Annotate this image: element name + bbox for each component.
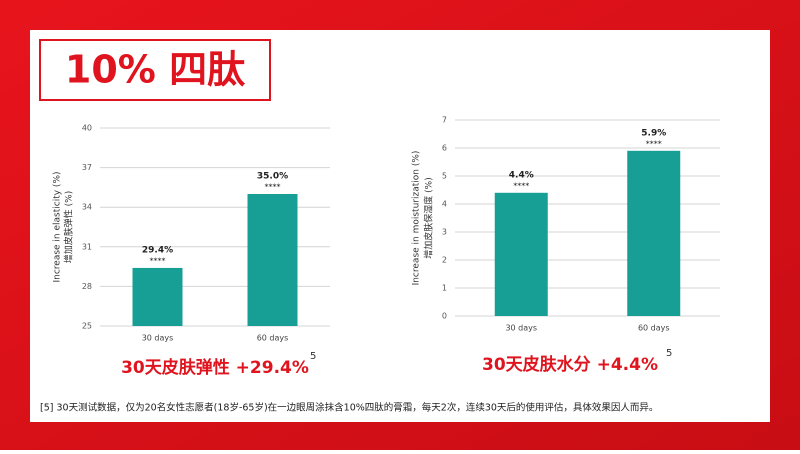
value-label: 29.4% bbox=[142, 245, 173, 255]
y-tick-label: 1 bbox=[442, 284, 447, 293]
x-tick-label: 60 days bbox=[257, 334, 289, 343]
y-tick-label: 25 bbox=[82, 322, 92, 331]
caption-ref: 5 bbox=[310, 351, 316, 362]
title-box bbox=[39, 39, 271, 101]
y-tick-label: 2 bbox=[442, 256, 447, 265]
bar bbox=[132, 267, 183, 326]
title: 10% 四肽 bbox=[65, 48, 245, 92]
y-tick-label: 28 bbox=[82, 282, 92, 291]
caption: 30天皮肤弹性 +29.4% bbox=[121, 357, 309, 378]
significance: **** bbox=[265, 183, 281, 192]
footnote: [5] 30天测试数据，仅为20名女性志愿者(18岁-65岁)在一边眼周涂抹含1… bbox=[40, 402, 658, 414]
y-tick-label: 31 bbox=[82, 242, 92, 251]
value-label: 35.0% bbox=[257, 172, 288, 182]
caption: 30天皮肤水分 +4.4% bbox=[482, 354, 658, 375]
y-axis-title: Increase in elasticity (%) bbox=[53, 171, 63, 282]
y-tick-label: 40 bbox=[82, 124, 92, 133]
y-tick-label: 3 bbox=[442, 228, 447, 237]
y-tick-label: 0 bbox=[442, 312, 447, 321]
y-tick-label: 4 bbox=[442, 200, 447, 209]
x-tick-label: 30 days bbox=[142, 334, 174, 343]
caption-ref: 5 bbox=[666, 348, 672, 359]
y-tick-label: 37 bbox=[82, 163, 92, 172]
bar bbox=[494, 192, 548, 316]
significance: **** bbox=[513, 181, 529, 190]
significance: **** bbox=[150, 256, 166, 265]
y-axis-title-cn: 增加皮肤弹性 (%) bbox=[63, 191, 75, 263]
x-tick-label: 30 days bbox=[505, 324, 537, 333]
y-tick-label: 6 bbox=[442, 144, 447, 153]
significance: **** bbox=[646, 139, 662, 148]
y-axis-title-cn: 增加皮肤保湿度 (%) bbox=[423, 177, 435, 258]
y-tick-label: 7 bbox=[442, 116, 447, 125]
y-tick-label: 5 bbox=[442, 172, 447, 181]
value-label: 5.9% bbox=[641, 128, 666, 138]
bar bbox=[247, 194, 298, 326]
bar bbox=[627, 150, 681, 316]
y-tick-label: 34 bbox=[82, 203, 92, 212]
y-axis-title: Increase in moisturization (%) bbox=[412, 151, 422, 286]
value-label: 4.4% bbox=[509, 170, 534, 180]
x-tick-label: 60 days bbox=[638, 324, 670, 333]
